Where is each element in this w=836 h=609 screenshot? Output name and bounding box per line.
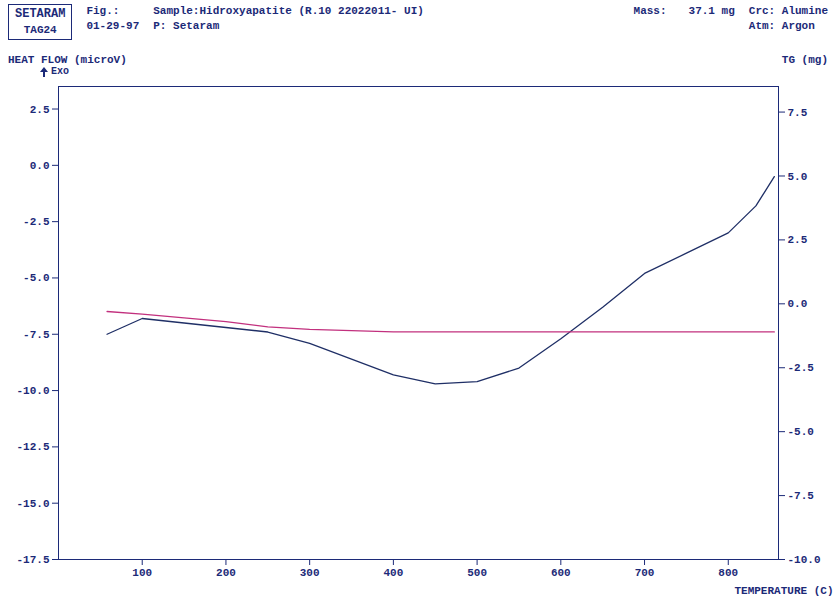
svg-text:500: 500 [467,567,487,579]
svg-text:TEMPERATURE (C): TEMPERATURE (C) [734,585,833,597]
html-text:Exo: Exo [51,66,69,77]
svg-text:-5.0: -5.0 [23,272,49,284]
html-text:SETARAM: SETARAM [15,7,66,21]
svg-text:-7.5: -7.5 [788,490,815,502]
html-text:01-29-97: 01-29-97 [86,20,140,32]
html-text:P: Setaram: P: Setaram [153,20,220,32]
svg-text:2.5: 2.5 [788,234,808,246]
html-text:Sample:Hidroxyapatite (R.10 22: Sample:Hidroxyapatite (R.10 22022011- UI… [153,5,424,17]
svg-text:400: 400 [383,567,403,579]
svg-text:-7.5: -7.5 [23,329,50,341]
svg-text:-12.5: -12.5 [16,441,49,453]
svg-text:-15.0: -15.0 [16,498,49,510]
svg-text:-10.0: -10.0 [788,554,821,566]
html-text:TAG24: TAG24 [23,24,57,36]
svg-text:300: 300 [300,567,320,579]
svg-text:-10.0: -10.0 [16,385,49,397]
svg-text:800: 800 [718,567,738,579]
svg-text:-5.0: -5.0 [788,426,814,438]
html-text:HEAT FLOW (microV): HEAT FLOW (microV) [8,54,127,66]
svg-text:-2.5: -2.5 [23,216,50,228]
svg-text:-17.5: -17.5 [16,554,49,566]
html-text:37.1 mg: 37.1 mg [688,5,735,17]
svg-text:5.0: 5.0 [788,171,808,183]
svg-text:100: 100 [132,567,152,579]
html-text:Mass:: Mass: [633,5,667,17]
svg-text:200: 200 [216,567,236,579]
svg-text:7.5: 7.5 [788,107,808,119]
svg-text:700: 700 [635,567,655,579]
html-text:Fig.:: Fig.: [86,5,120,17]
svg-text:0.0: 0.0 [788,298,808,310]
html-text:Atm: Argon: Atm: Argon [748,20,815,32]
html-text:TG (mg): TG (mg) [781,54,828,66]
svg-text:-2.5: -2.5 [788,362,815,374]
svg-text:2.5: 2.5 [30,104,50,116]
html-text:Crc: Alumine: Crc: Alumine [748,5,828,17]
svg-text:600: 600 [551,567,571,579]
svg-text:0.0: 0.0 [30,160,50,172]
